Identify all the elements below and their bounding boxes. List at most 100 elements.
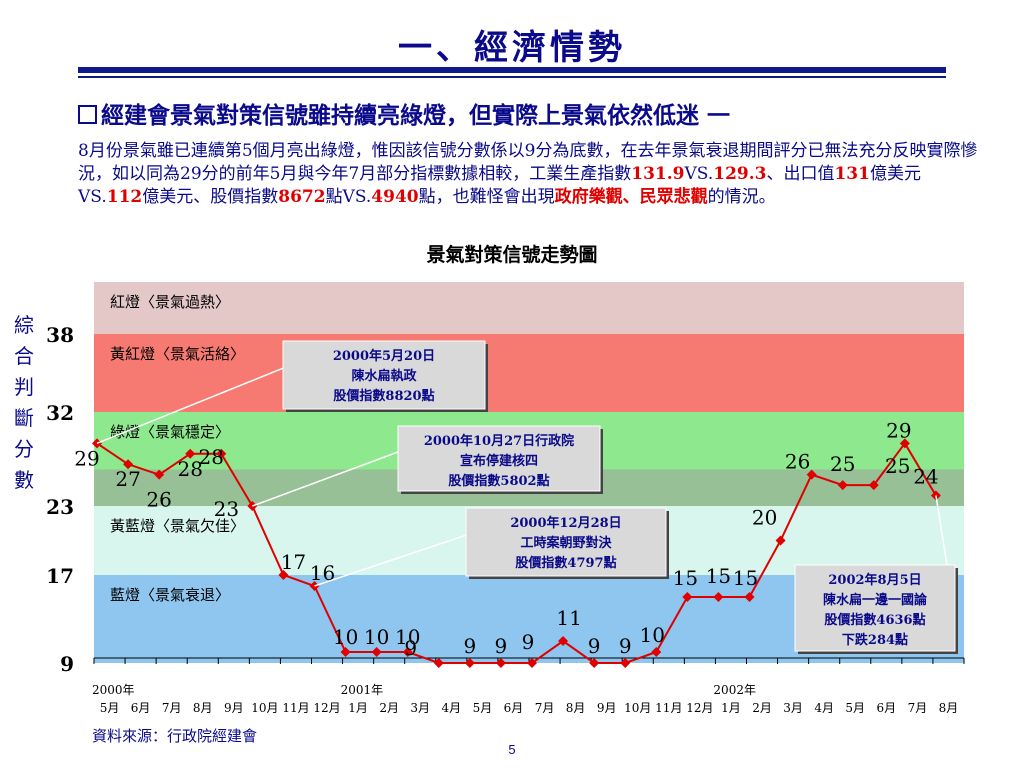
x-tick-label: 10月 [251, 701, 278, 715]
data-label: 29 [886, 418, 911, 442]
x-tick-label: 1月 [721, 701, 741, 715]
y-axis-label-char: 斷 [14, 406, 34, 430]
x-tick-label: 4月 [442, 701, 462, 715]
highlight-value: 129.3 [713, 164, 767, 184]
data-label: 27 [115, 467, 140, 491]
band-label: 綠燈〈景氣穩定〉 [110, 423, 230, 441]
data-label: 26 [785, 450, 810, 474]
data-label: 28 [177, 457, 202, 481]
data-label: 15 [673, 566, 698, 590]
data-label: 10 [364, 625, 389, 649]
annotation-box [282, 340, 486, 410]
annotation-text: 2000年12月28日 [510, 515, 621, 531]
band-label: 紅燈〈景氣過熱〉 [110, 293, 230, 311]
annotation-leader [252, 451, 399, 507]
year-label: 2000年 [92, 683, 135, 697]
data-point [558, 636, 569, 646]
x-tick-label: 5月 [100, 701, 120, 715]
x-tick-label: 5月 [845, 701, 865, 715]
annotation-text: 陳水扁一邊一國論 [823, 592, 928, 608]
annotation-text: 2002年8月5日 [828, 572, 921, 588]
data-label: 24 [913, 465, 938, 489]
x-tick-label: 6月 [877, 701, 897, 715]
data-point [775, 535, 786, 546]
y-axis-label-char: 綜 [14, 313, 34, 337]
y-axis-label-char: 合 [14, 344, 34, 368]
chart-title: 景氣對策信號走勢圖 [426, 244, 598, 266]
dash-icon: 一 [707, 102, 731, 129]
data-label: 9 [495, 634, 508, 658]
data-point [620, 658, 631, 668]
highlight-value: 112 [106, 187, 143, 207]
paragraph-text: 、出口值 [766, 164, 835, 184]
data-point [868, 480, 879, 491]
y-axis-label: 綜合判斷分數 [10, 310, 38, 496]
highlight-value: 政府樂觀、民眾悲觀 [554, 187, 708, 207]
data-label: 10 [640, 623, 665, 647]
x-tick-label: 8月 [939, 701, 959, 715]
x-tick-label: 3月 [410, 701, 430, 715]
title-rule-thin [78, 76, 946, 78]
annotation-text: 下跌284點 [842, 632, 908, 648]
data-point [340, 647, 351, 657]
annotation-text: 2000年10月27日行政院 [424, 433, 574, 449]
annotation-text: 股價指數4797點 [515, 555, 616, 571]
band-label: 黃紅燈〈景氣活絡〉 [110, 345, 245, 363]
paragraph-text: 8月份景氣雖已連續第5個月亮出綠燈，惟因該信號分數係以9分為底數，在去年景氣衰退… [78, 141, 978, 184]
paragraph-text: 的情況。 [707, 187, 776, 207]
data-label: 15 [733, 566, 758, 590]
data-label: 25 [885, 454, 910, 478]
data-point [402, 647, 413, 657]
y-tick-label: 17 [46, 564, 74, 588]
checkbox-bullet-icon [78, 105, 97, 124]
year-label: 2002年 [713, 683, 756, 697]
x-tick-label: 7月 [535, 701, 555, 715]
page-number: 5 [508, 742, 516, 757]
x-tick-label: 5月 [473, 701, 493, 715]
data-label: 9 [404, 636, 417, 660]
x-tick-label: 11月 [282, 701, 309, 715]
data-label: 16 [310, 561, 335, 585]
annotation-leader [314, 534, 467, 587]
annotation-text: 股價指數4636點 [824, 612, 925, 628]
data-label: 17 [281, 550, 306, 574]
title-rule-thick [78, 67, 946, 73]
x-tick-label: 1月 [348, 701, 368, 715]
data-point [123, 459, 134, 470]
series-line [96, 441, 937, 664]
data-point [278, 570, 289, 580]
paragraph-text: 億美元VS. [78, 164, 921, 207]
y-tick-label: 9 [60, 652, 74, 676]
band-0 [94, 282, 964, 334]
annotation-box [465, 507, 667, 577]
x-tick-label: 9月 [224, 701, 244, 715]
x-tick-label: 7月 [162, 701, 182, 715]
data-label: 29 [74, 446, 99, 470]
data-label: 20 [752, 506, 777, 530]
paragraph-text: 點，也難怪會出現 [418, 187, 555, 207]
headline-text: 經建會景氣對策信號雖持續亮綠燈，但實際上景氣依然低迷 [101, 102, 699, 129]
year-label: 2001年 [341, 683, 384, 697]
annotation-leader [96, 367, 284, 445]
data-point [682, 592, 693, 602]
data-point [651, 647, 662, 657]
headline: 經建會景氣對策信號雖持續亮綠燈，但實際上景氣依然低迷 一 [78, 96, 730, 130]
data-point [216, 448, 227, 459]
summary-paragraph: 8月份景氣雖已連續第5個月亮出綠燈，惟因該信號分數係以9分為底數，在去年景氣衰退… [78, 140, 978, 209]
data-label: 9 [522, 630, 535, 654]
paragraph-text: 億美元、股價指數 [142, 187, 279, 207]
highlight-value: 131.9 [631, 164, 685, 184]
x-tick-label: 2月 [752, 701, 772, 715]
data-point [495, 658, 506, 668]
y-axis-label-char: 判 [14, 375, 34, 399]
data-point [713, 592, 724, 602]
data-point [837, 480, 848, 491]
data-label: 10 [333, 625, 358, 649]
x-tick-label: 11月 [655, 701, 682, 715]
data-point [433, 658, 444, 668]
x-tick-label: 3月 [783, 701, 803, 715]
x-tick-label: 12月 [686, 701, 713, 715]
y-axis-label-char: 數 [14, 468, 34, 492]
x-tick-label: 10月 [624, 701, 651, 715]
